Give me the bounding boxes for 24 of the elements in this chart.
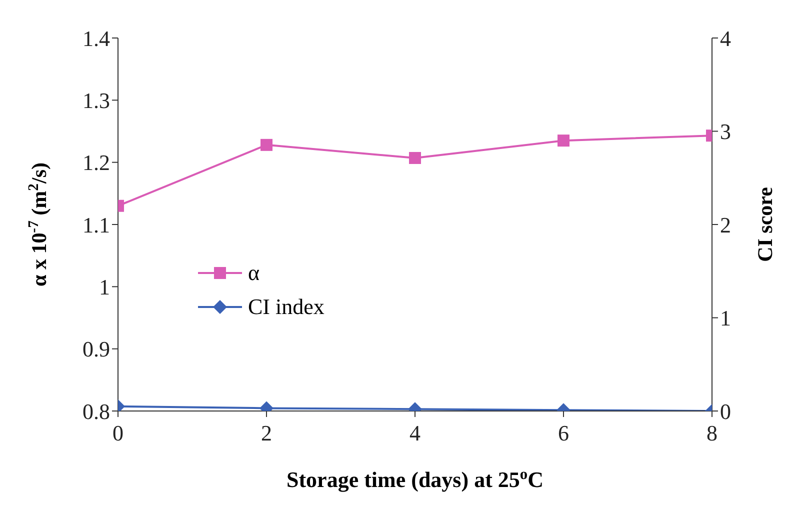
x-tick-label: 8 — [706, 420, 718, 446]
legend-label: α — [248, 260, 260, 286]
x-tick-label: 2 — [261, 420, 272, 446]
y-tick-label: 1.1 — [82, 212, 110, 238]
y2-tick-label: 3 — [720, 119, 731, 144]
x-tick-label: 6 — [558, 420, 569, 446]
x-tick-label: 0 — [112, 420, 124, 446]
legend-label: CI index — [248, 294, 324, 320]
y-tick-label: 1.4 — [82, 26, 110, 51]
point — [260, 138, 272, 151]
y-tick-label: 1.2 — [82, 150, 110, 176]
point — [558, 134, 570, 147]
x-axis-title: Storage time (days) at 25$^{o}$C — [286, 466, 544, 492]
y2-tick-label: 4 — [720, 26, 731, 51]
y-tick-label: 1 — [99, 274, 110, 300]
y2-tick-label: 2 — [720, 212, 731, 238]
y2-axis-title: CI score — [753, 187, 777, 262]
x-tick-label: 4 — [410, 420, 420, 446]
point — [409, 152, 421, 164]
y2-tick-label: 0 — [720, 398, 731, 424]
y-tick-label: 0.8 — [82, 398, 110, 424]
y-tick-label: 1.3 — [82, 88, 110, 113]
y-tick-label: 0.9 — [82, 336, 110, 362]
y2-tick-label: 1 — [720, 306, 731, 331]
